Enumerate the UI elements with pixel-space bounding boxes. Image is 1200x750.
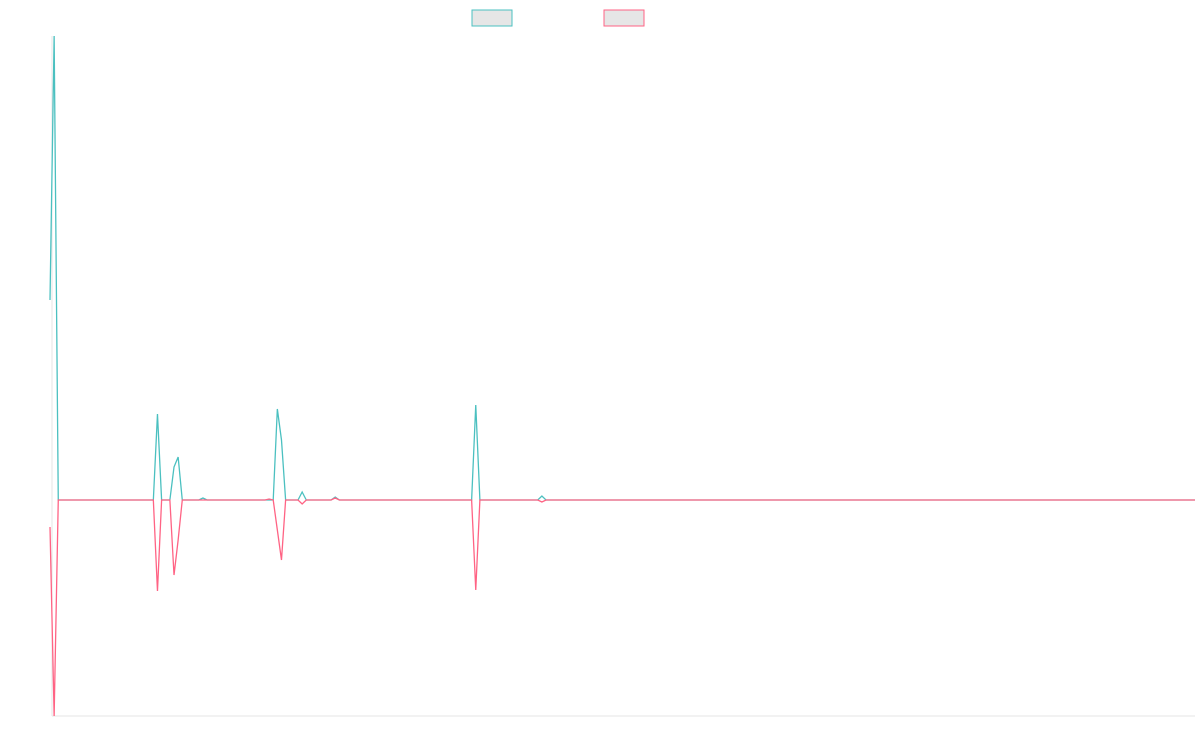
data-line [49, 35, 1195, 501]
data-line [49, 497, 1195, 717]
legend-swatch [471, 9, 513, 27]
legend-swatch [603, 9, 645, 27]
